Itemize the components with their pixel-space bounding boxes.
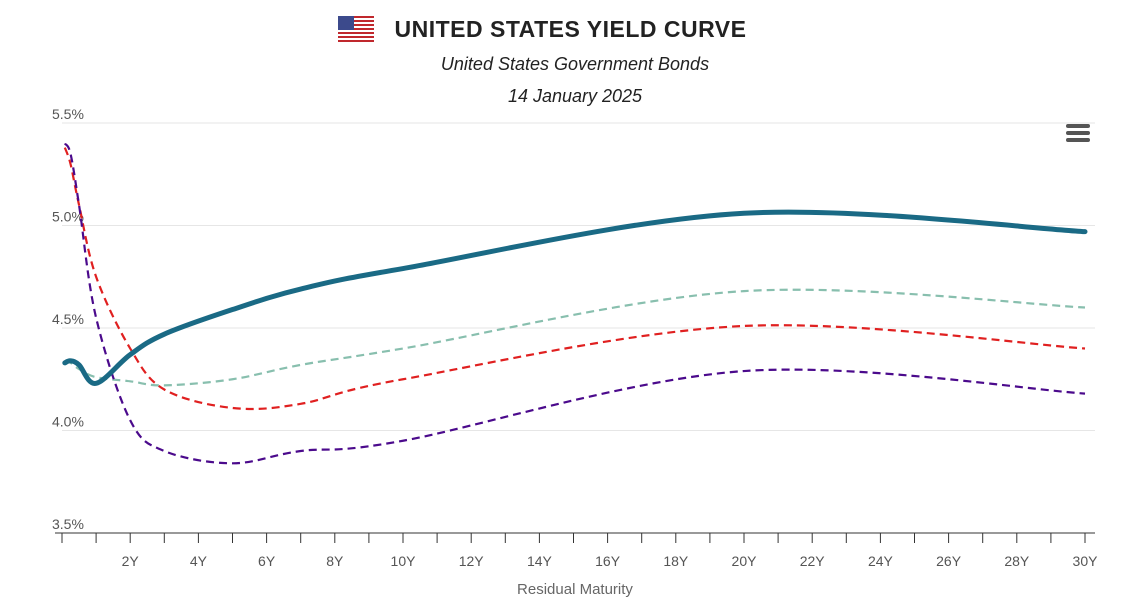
- us-flag-icon: [338, 16, 375, 42]
- x-tick-label: 18Y: [663, 553, 689, 569]
- x-tick-label: 2Y: [122, 553, 140, 569]
- y-tick-label: 5.0%: [52, 209, 84, 225]
- x-tick-label: 6Y: [258, 553, 276, 569]
- series-lines: [62, 142, 1088, 465]
- hamburger-menu-icon[interactable]: [1066, 124, 1090, 146]
- chart-header: UNITED STATES YIELD CURVE: [0, 12, 1133, 46]
- x-tick-label: 10Y: [391, 553, 417, 569]
- chart-title: UNITED STATES YIELD CURVE: [394, 15, 747, 42]
- x-tick-label: 12Y: [459, 553, 485, 569]
- series-line-3: [63, 142, 1086, 465]
- chart-subtitle: United States Government Bonds: [440, 54, 710, 74]
- x-tick-label: 4Y: [190, 553, 208, 569]
- y-tick-label: 4.5%: [52, 311, 84, 327]
- x-axis: 2Y 4Y 6Y 8Y 10Y 12Y 14Y 16Y 18Y 20Y 22Y 24Y 26Y 28Y 30…: [55, 532, 1099, 569]
- x-tick-label: 14Y: [527, 553, 553, 569]
- x-tick-label: 26Y: [936, 553, 962, 569]
- x-tick-label: 22Y: [800, 553, 826, 569]
- x-tick-label: 24Y: [868, 553, 894, 569]
- x-tick-label: 28Y: [1004, 553, 1030, 569]
- y-axis: 3.5% 4.0% 4.5% 5.0% 5.5%: [52, 106, 84, 532]
- y-tick-label: 3.5%: [52, 516, 84, 532]
- x-tick-label: 30Y: [1073, 553, 1099, 569]
- grid-lines: [62, 122, 1095, 431]
- x-axis-label: Residual Maturity: [517, 581, 633, 598]
- series-line-2: [63, 147, 1086, 411]
- series-line-0: [62, 209, 1088, 386]
- x-tick-label: 16Y: [595, 553, 621, 569]
- series-line-1: [64, 288, 1086, 387]
- x-tick-label: 20Y: [732, 553, 758, 569]
- chart-date: 14 January 2025: [507, 86, 643, 106]
- x-tick-label: 8Y: [326, 553, 344, 569]
- y-tick-label: 5.5%: [52, 106, 84, 122]
- y-tick-label: 4.0%: [52, 414, 84, 430]
